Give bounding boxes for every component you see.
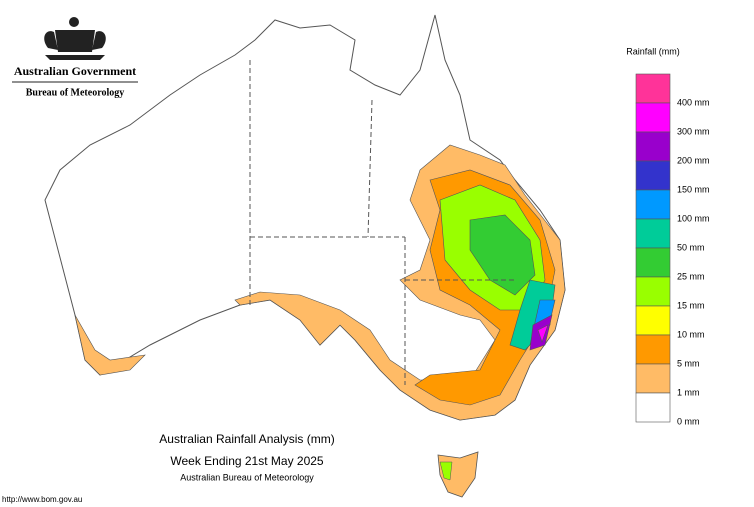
agency-name: Bureau of Meteorology: [26, 87, 125, 98]
legend-title: Rainfall (mm): [626, 46, 680, 56]
legend-swatch: [635, 363, 671, 394]
rainfall-zones: [74, 144, 566, 421]
caption-period: Week Ending 21st May 2025: [170, 454, 324, 468]
legend-swatch: [635, 73, 671, 104]
legend-label: 50 mm: [677, 242, 705, 252]
tasmania-zone: [439, 461, 453, 481]
legend-swatch: [635, 131, 671, 162]
legend-label: 1 mm: [677, 387, 700, 397]
legend-label: 15 mm: [677, 300, 705, 310]
legend-swatch: [635, 305, 671, 336]
legend-label: 10 mm: [677, 329, 705, 339]
url: http://www.bom.gov.au: [2, 495, 82, 504]
legend-label: 300 mm: [677, 126, 710, 136]
legend: 400 mm 300 mm 200 mm 150 mm 100 mm 50 mm 25 mm…: [635, 73, 710, 426]
legend-swatch: [635, 160, 671, 191]
legend-swatch: [635, 247, 671, 278]
legend-swatch: [635, 102, 671, 133]
legend-label: 0 mm: [677, 416, 700, 426]
legend-label: 25 mm: [677, 271, 705, 281]
legend-swatch: [635, 218, 671, 249]
state-borders: [249, 60, 515, 385]
crest: [44, 17, 106, 60]
legend-label: 400 mm: [677, 97, 710, 107]
legend-label: 200 mm: [677, 155, 710, 165]
caption-title: Australian Rainfall Analysis (mm): [159, 432, 334, 446]
legend-swatch: [635, 392, 671, 423]
government-name: Australian Government: [14, 64, 136, 78]
legend-swatch: [635, 276, 671, 307]
legend-swatch: [635, 334, 671, 365]
legend-label: 150 mm: [677, 184, 710, 194]
legend-swatch: [635, 189, 671, 220]
legend-label: 100 mm: [677, 213, 710, 223]
legend-label: 5 mm: [677, 358, 700, 368]
caption-source: Australian Bureau of Meteorology: [180, 472, 314, 482]
